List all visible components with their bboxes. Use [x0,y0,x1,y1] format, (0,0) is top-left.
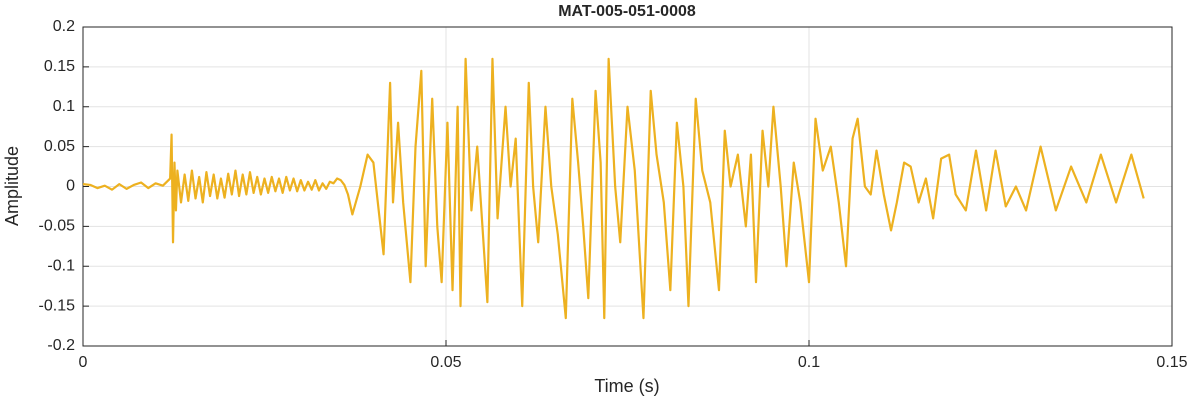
y-tick-label: 0.1 [53,98,75,115]
x-tick-label: 0.05 [430,354,461,371]
y-tick-label: 0.05 [44,138,75,155]
chart-title: MAT-005-051-0008 [558,3,696,20]
x-tick-label: 0.15 [1156,354,1187,371]
y-tick-label: -0.05 [39,218,76,235]
x-axis-label: Time (s) [594,376,659,396]
waveform-line [82,57,1145,320]
y-tick-label: -0.1 [47,257,75,274]
y-tick-label: 0.2 [53,18,75,35]
x-tick-label: 0 [79,354,88,371]
y-tick-label: 0 [66,178,75,195]
axes-box [82,26,1173,347]
y-tick-label: 0.15 [44,58,75,75]
x-tick-label: 0.1 [798,354,820,371]
y-tick-label: -0.15 [39,297,76,314]
y-axis-label: Amplitude [2,146,22,226]
y-tick-label: -0.2 [47,337,75,354]
